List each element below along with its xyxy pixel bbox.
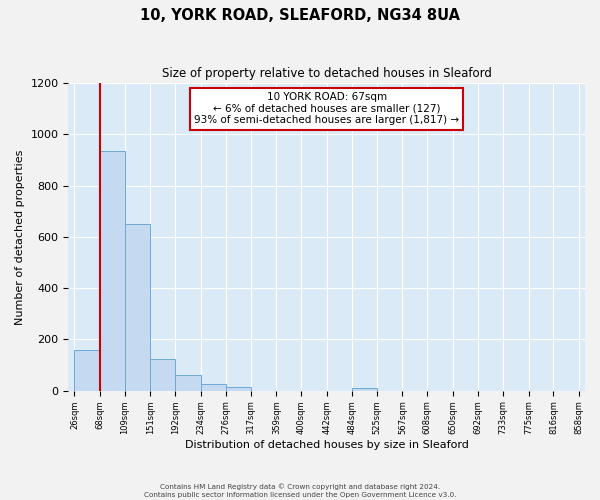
Text: 10, YORK ROAD, SLEAFORD, NG34 8UA: 10, YORK ROAD, SLEAFORD, NG34 8UA: [140, 8, 460, 22]
Bar: [352, 388, 377, 390]
Bar: [74, 350, 100, 391]
Bar: [125, 224, 150, 390]
Text: Contains HM Land Registry data © Crown copyright and database right 2024.
Contai: Contains HM Land Registry data © Crown c…: [144, 483, 456, 498]
Y-axis label: Number of detached properties: Number of detached properties: [15, 149, 25, 324]
Bar: [150, 358, 175, 390]
Bar: [175, 376, 200, 390]
Title: Size of property relative to detached houses in Sleaford: Size of property relative to detached ho…: [162, 68, 491, 80]
Bar: [226, 387, 251, 390]
Text: 10 YORK ROAD: 67sqm
← 6% of detached houses are smaller (127)
93% of semi-detach: 10 YORK ROAD: 67sqm ← 6% of detached hou…: [194, 92, 459, 126]
Bar: [200, 384, 226, 390]
Bar: [100, 151, 125, 390]
X-axis label: Distribution of detached houses by size in Sleaford: Distribution of detached houses by size …: [185, 440, 469, 450]
